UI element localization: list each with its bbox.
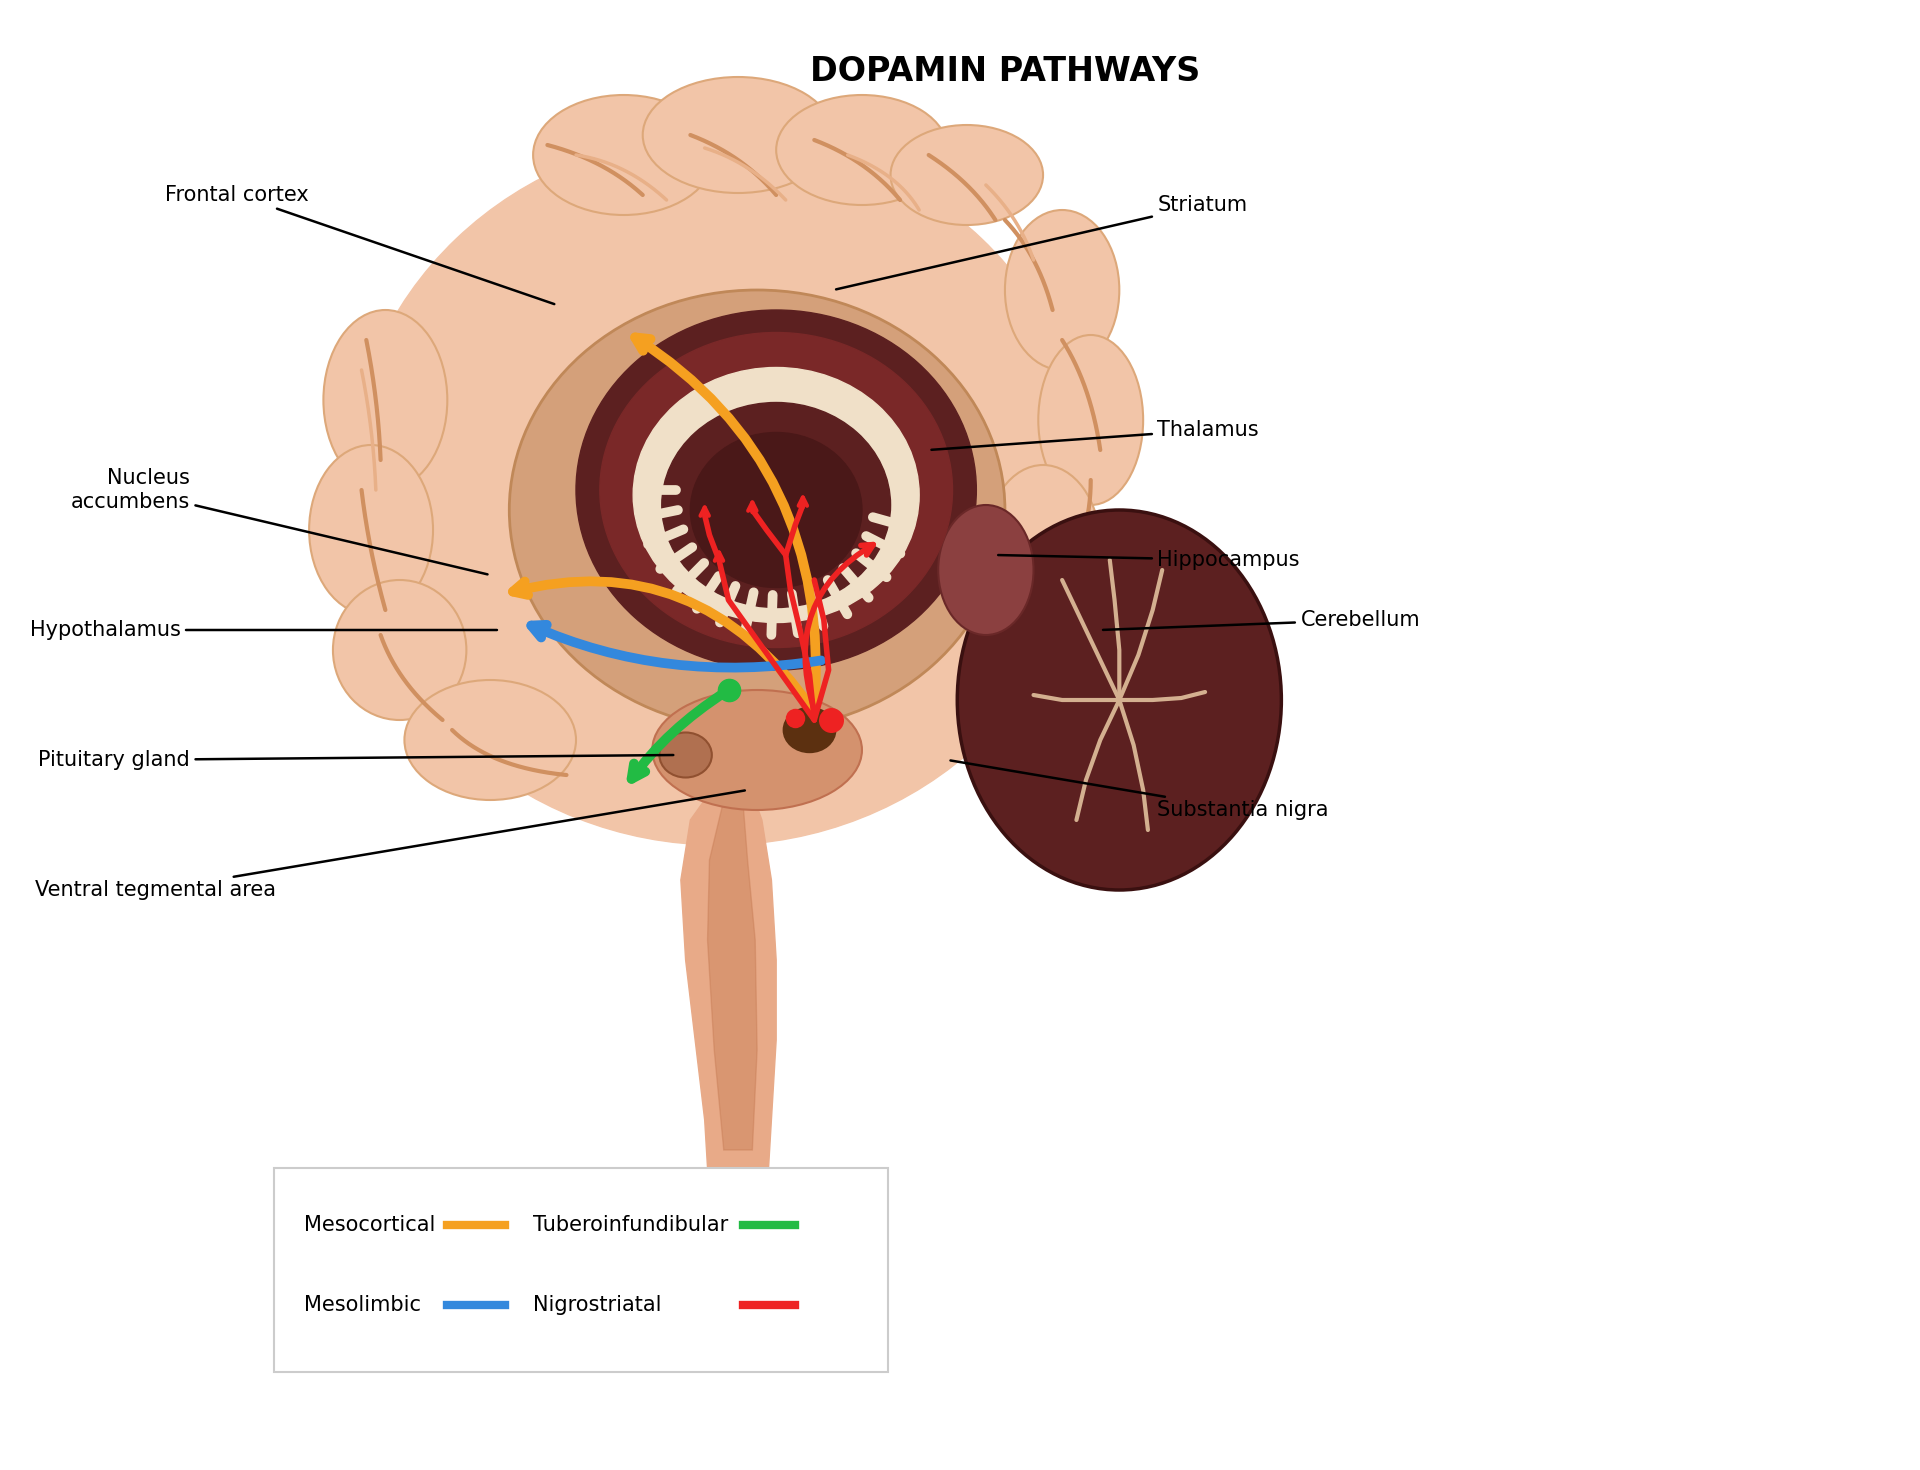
Ellipse shape	[599, 332, 952, 647]
Text: Mesocortical: Mesocortical	[305, 1216, 436, 1235]
Text: Pituitary gland: Pituitary gland	[38, 750, 674, 770]
Ellipse shape	[509, 290, 1004, 731]
Ellipse shape	[653, 689, 862, 810]
Text: Nucleus
accumbens: Nucleus accumbens	[71, 469, 488, 575]
FancyBboxPatch shape	[275, 1169, 887, 1372]
Ellipse shape	[1039, 335, 1142, 506]
Ellipse shape	[643, 76, 833, 193]
Polygon shape	[682, 781, 776, 1280]
Ellipse shape	[534, 96, 714, 215]
Ellipse shape	[323, 310, 447, 490]
Ellipse shape	[891, 125, 1043, 225]
Ellipse shape	[634, 368, 920, 622]
Ellipse shape	[659, 732, 712, 778]
Text: Substantia nigra: Substantia nigra	[950, 760, 1329, 820]
Text: Hippocampus: Hippocampus	[998, 550, 1300, 570]
Ellipse shape	[332, 581, 467, 720]
Ellipse shape	[576, 310, 977, 670]
Text: Frontal cortex: Frontal cortex	[165, 185, 555, 304]
Text: Striatum: Striatum	[835, 196, 1248, 290]
Text: Mesolimbic: Mesolimbic	[305, 1295, 420, 1316]
Text: DOPAMIN PATHWAYS: DOPAMIN PATHWAYS	[810, 54, 1200, 88]
Ellipse shape	[776, 96, 948, 204]
Ellipse shape	[348, 135, 1091, 845]
Text: Cerebellum: Cerebellum	[1102, 610, 1421, 631]
Text: Thalamus: Thalamus	[931, 420, 1260, 450]
Ellipse shape	[783, 707, 835, 753]
Text: Nigrostriatal: Nigrostriatal	[534, 1295, 662, 1316]
Ellipse shape	[958, 510, 1281, 889]
Ellipse shape	[662, 403, 891, 607]
Ellipse shape	[691, 432, 862, 588]
Text: Tuberoinfundibular: Tuberoinfundibular	[534, 1216, 728, 1235]
Ellipse shape	[939, 506, 1033, 635]
Ellipse shape	[309, 445, 434, 614]
Polygon shape	[708, 800, 756, 1150]
Text: Ventral tegmental area: Ventral tegmental area	[35, 791, 745, 900]
Ellipse shape	[985, 465, 1100, 625]
Ellipse shape	[405, 681, 576, 800]
Text: Hypothalamus: Hypothalamus	[29, 620, 497, 639]
Ellipse shape	[1004, 210, 1119, 370]
